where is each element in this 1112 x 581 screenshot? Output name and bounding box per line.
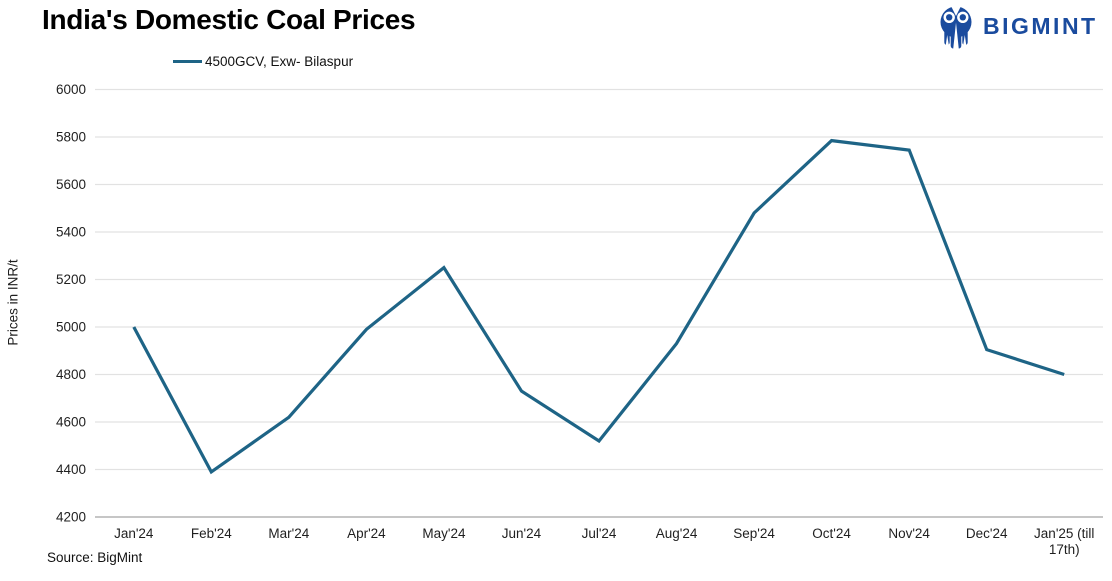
x-tick-label: Apr'24 [347,526,386,541]
bigmint-logo-text: BIGMINT [983,13,1098,39]
chart-title: India's Domestic Coal Prices [42,4,416,35]
bigmint-logo-icon [940,5,972,49]
legend: 4500GCV, Exw- Bilaspur [173,52,353,70]
y-tick-label: 4800 [56,367,86,382]
source-note: Source: BigMint [47,550,143,565]
x-tick-label: Jul'24 [582,526,617,541]
series-line [132,138,1065,475]
y-tick-label: 5400 [56,225,86,240]
y-tick-label: 5800 [56,130,86,145]
x-tick-label: Jan'24 [114,526,154,541]
y-tick-label: 5600 [56,177,86,192]
bigmint-logo: BIGMINT [936,4,1098,49]
x-tick-label: Jun'24 [502,526,542,541]
x-tick-label: Mar'24 [268,526,309,541]
x-tick-label: Sep'24 [733,526,775,541]
x-tick-label: Aug'24 [656,526,698,541]
y-tick-label: 4400 [56,462,86,477]
y-tick-label: 5200 [56,272,86,287]
y-tick-label: 4600 [56,415,86,430]
legend-line-swatch [173,59,202,63]
x-tick-label: May'24 [422,526,466,541]
y-tick-label: 5000 [56,320,86,335]
x-tick-label: Nov'24 [888,526,930,541]
y-tick-label: 4200 [56,510,86,525]
x-tick-label: Feb'24 [191,526,232,541]
y-tick-label: 6000 [56,82,86,97]
x-tick-label: Jan'25 (till 17th) [1034,526,1094,557]
x-tick-label: Oct'24 [812,526,851,541]
legend-series-label: 4500GCV, Exw- Bilaspur [205,53,354,69]
y-axis-title: Prices in INR/t [5,259,21,346]
x-tick-label: Dec'24 [966,526,1008,541]
